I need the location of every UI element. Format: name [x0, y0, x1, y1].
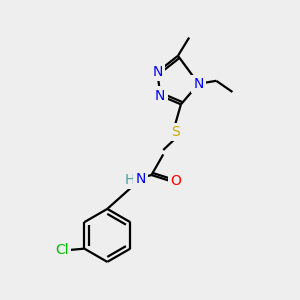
Text: N: N — [155, 88, 166, 103]
Text: O: O — [170, 174, 181, 188]
Text: Cl: Cl — [55, 243, 68, 257]
Text: N: N — [152, 65, 163, 79]
Text: S: S — [171, 125, 179, 139]
Text: H: H — [124, 173, 135, 187]
Text: N: N — [194, 77, 204, 91]
Text: N: N — [135, 172, 146, 186]
